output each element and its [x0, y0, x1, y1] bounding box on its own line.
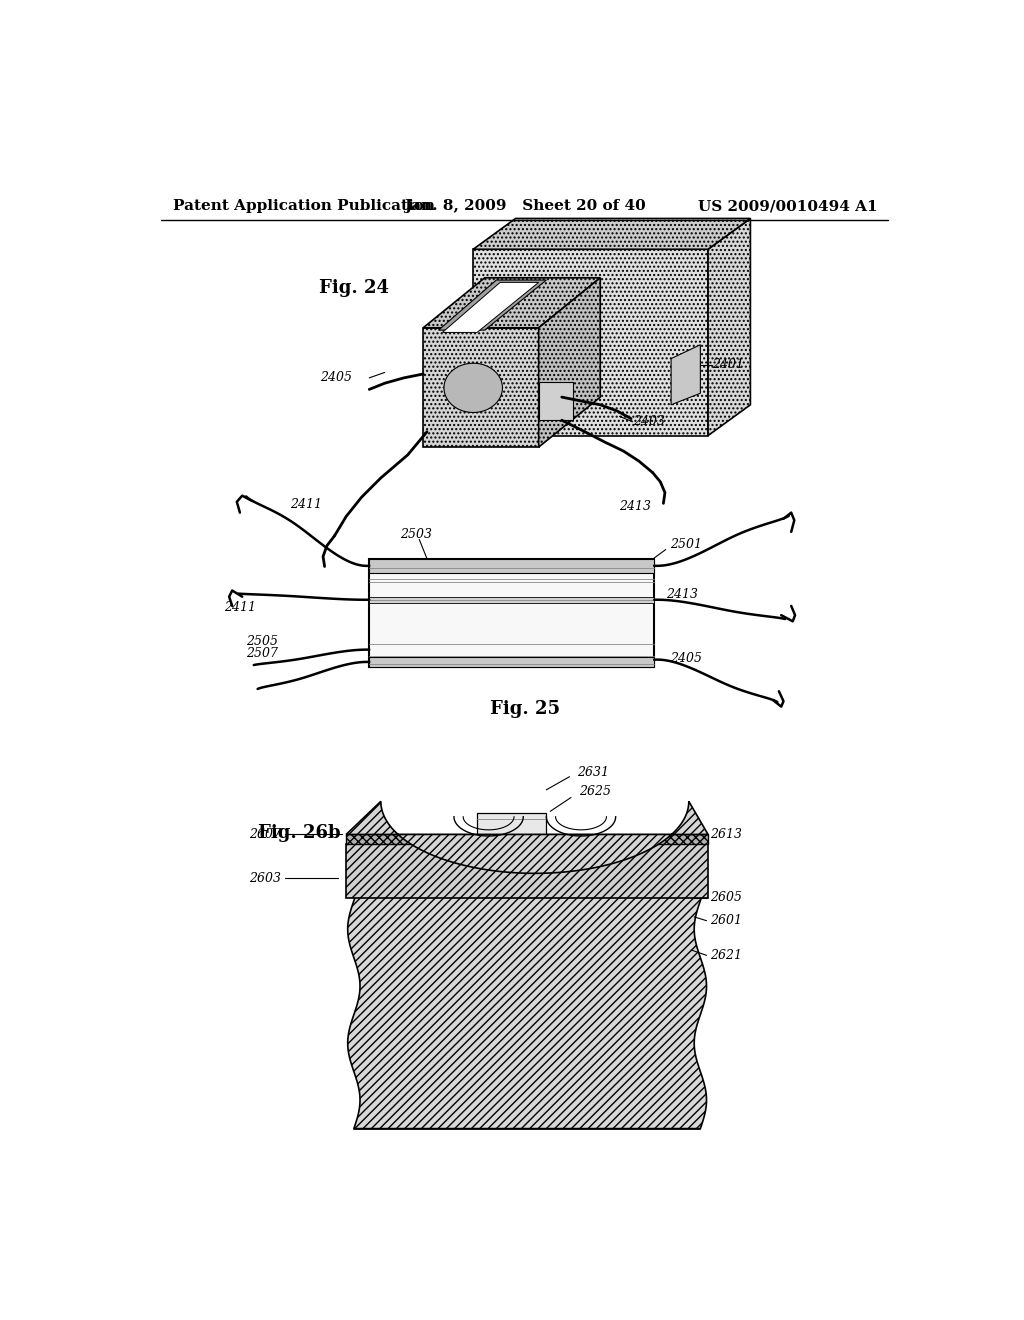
- Text: 2613: 2613: [710, 828, 741, 841]
- Text: US 2009/0010494 A1: US 2009/0010494 A1: [697, 199, 878, 213]
- Polygon shape: [423, 327, 539, 447]
- Polygon shape: [423, 277, 600, 327]
- Text: 2507: 2507: [246, 647, 279, 660]
- Polygon shape: [539, 381, 573, 420]
- Text: 2505: 2505: [246, 635, 279, 648]
- Text: 2607: 2607: [249, 828, 281, 841]
- Polygon shape: [539, 277, 600, 447]
- Text: Fig. 26b: Fig. 26b: [258, 824, 340, 842]
- Polygon shape: [370, 597, 654, 603]
- Text: 2403: 2403: [633, 416, 665, 428]
- Polygon shape: [346, 843, 708, 898]
- Text: 2621: 2621: [710, 949, 741, 962]
- Polygon shape: [473, 249, 708, 436]
- Polygon shape: [473, 218, 751, 249]
- Polygon shape: [370, 657, 654, 667]
- Text: 2401: 2401: [712, 358, 743, 371]
- Text: 2405: 2405: [670, 652, 701, 665]
- Polygon shape: [444, 363, 503, 412]
- Polygon shape: [671, 345, 700, 405]
- Polygon shape: [346, 834, 708, 843]
- Text: 2411: 2411: [224, 601, 256, 614]
- Text: Patent Application Publication: Patent Application Publication: [173, 199, 435, 213]
- Text: 2413: 2413: [666, 589, 697, 602]
- Text: Fig. 25: Fig. 25: [489, 700, 560, 718]
- Polygon shape: [442, 282, 539, 333]
- Text: 2625: 2625: [579, 785, 610, 797]
- Text: 2605: 2605: [710, 891, 741, 904]
- Text: 2603: 2603: [249, 871, 281, 884]
- Text: Jan. 8, 2009   Sheet 20 of 40: Jan. 8, 2009 Sheet 20 of 40: [403, 199, 646, 213]
- Text: 2601: 2601: [710, 915, 741, 927]
- Polygon shape: [348, 843, 707, 1129]
- Polygon shape: [708, 218, 751, 436]
- Text: Fig. 24: Fig. 24: [319, 279, 389, 297]
- Text: 2503: 2503: [400, 528, 432, 541]
- Text: 2413: 2413: [618, 500, 651, 513]
- Polygon shape: [370, 558, 654, 667]
- Text: 2501: 2501: [670, 539, 701, 552]
- Polygon shape: [438, 280, 547, 330]
- Polygon shape: [477, 813, 547, 834]
- Polygon shape: [370, 558, 654, 573]
- Polygon shape: [346, 801, 708, 874]
- Text: 2405: 2405: [321, 371, 352, 384]
- Text: 2631: 2631: [578, 766, 609, 779]
- Text: 2411: 2411: [290, 499, 323, 511]
